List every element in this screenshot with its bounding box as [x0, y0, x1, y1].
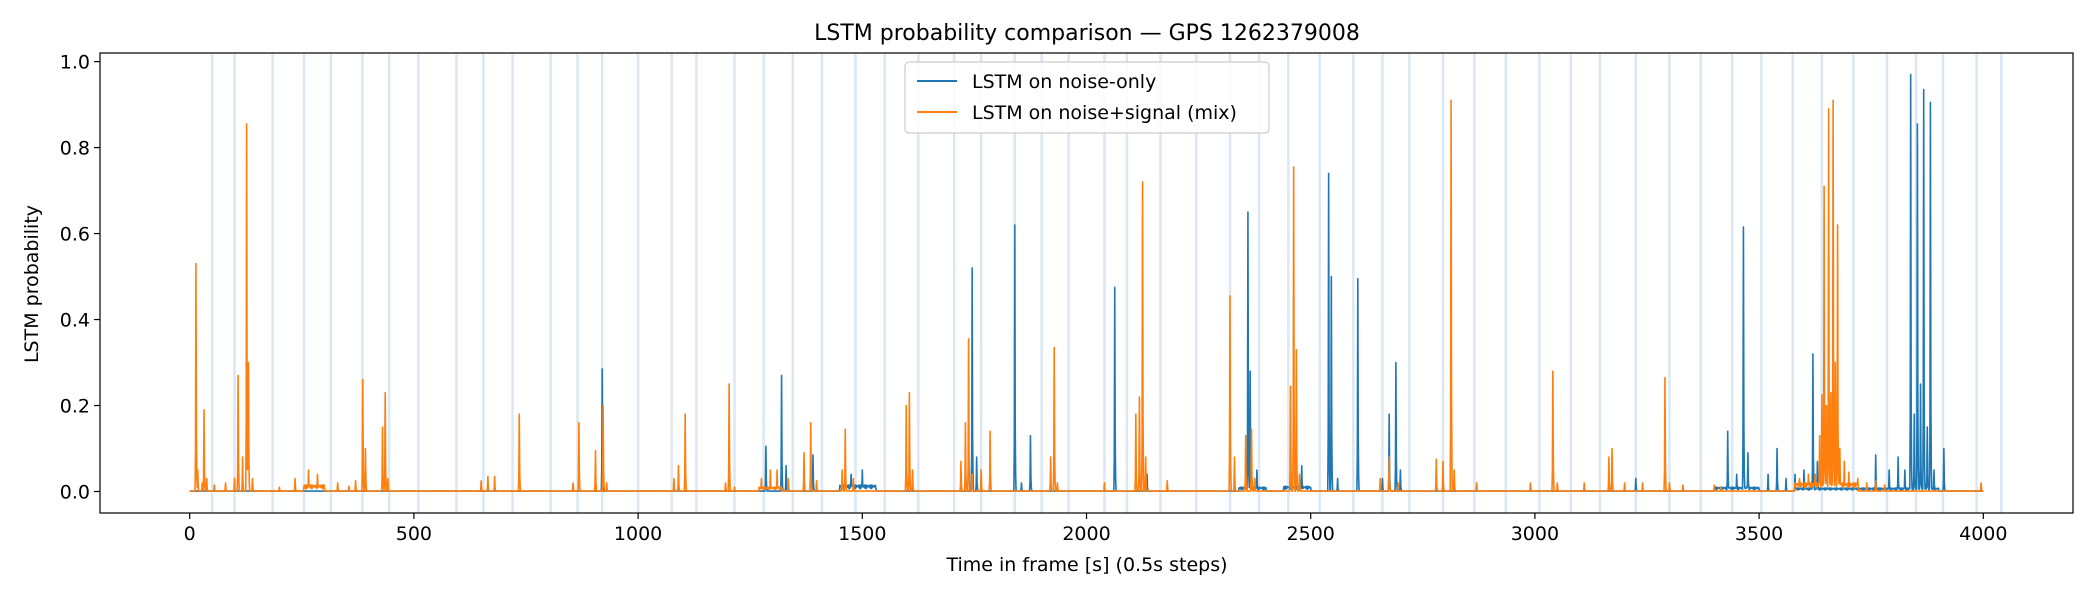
legend-box — [904, 61, 1270, 134]
x-tick-label-2: 1000 — [614, 523, 662, 545]
x-axis-label: Time in frame [s] (0.5s steps) — [945, 554, 1227, 576]
series-lines — [189, 73, 1984, 492]
legend-label-noise-only: LSTM on noise-only — [972, 71, 1156, 93]
x-tick-label-0: 0 — [184, 523, 196, 545]
x-tick-label-6: 3000 — [1511, 523, 1559, 545]
y-tick-label-2: 0.4 — [60, 310, 90, 332]
x-axis-ticks: 0 500 1000 1500 2000 2500 3000 3500 4000 — [184, 513, 2007, 545]
x-tick-label-4: 2000 — [1062, 523, 1110, 545]
y-axis-label: LSTM probability — [21, 205, 43, 363]
y-tick-label-0: 0.0 — [60, 482, 90, 504]
legend: LSTM on noise-only LSTM on noise+signal … — [904, 61, 1270, 134]
y-tick-label-5: 1.0 — [60, 52, 90, 74]
y-tick-label-1: 0.2 — [60, 396, 90, 418]
shaded-bands — [210, 53, 2003, 513]
legend-label-noise-signal-mix: LSTM on noise+signal (mix) — [972, 102, 1237, 124]
x-tick-label-5: 2500 — [1287, 523, 1335, 545]
x-tick-label-1: 500 — [396, 523, 432, 545]
y-tick-label-4: 0.8 — [60, 138, 90, 160]
y-axis-ticks: 0.0 0.2 0.4 0.6 0.8 1.0 — [60, 52, 100, 504]
x-tick-label-7: 3500 — [1735, 523, 1783, 545]
x-tick-label-3: 1500 — [838, 523, 886, 545]
x-tick-label-8: 4000 — [1959, 523, 2007, 545]
series-line-1 — [189, 99, 1984, 492]
chart-title: LSTM probability comparison — GPS 126237… — [814, 21, 1360, 46]
y-tick-label-3: 0.6 — [60, 224, 90, 246]
